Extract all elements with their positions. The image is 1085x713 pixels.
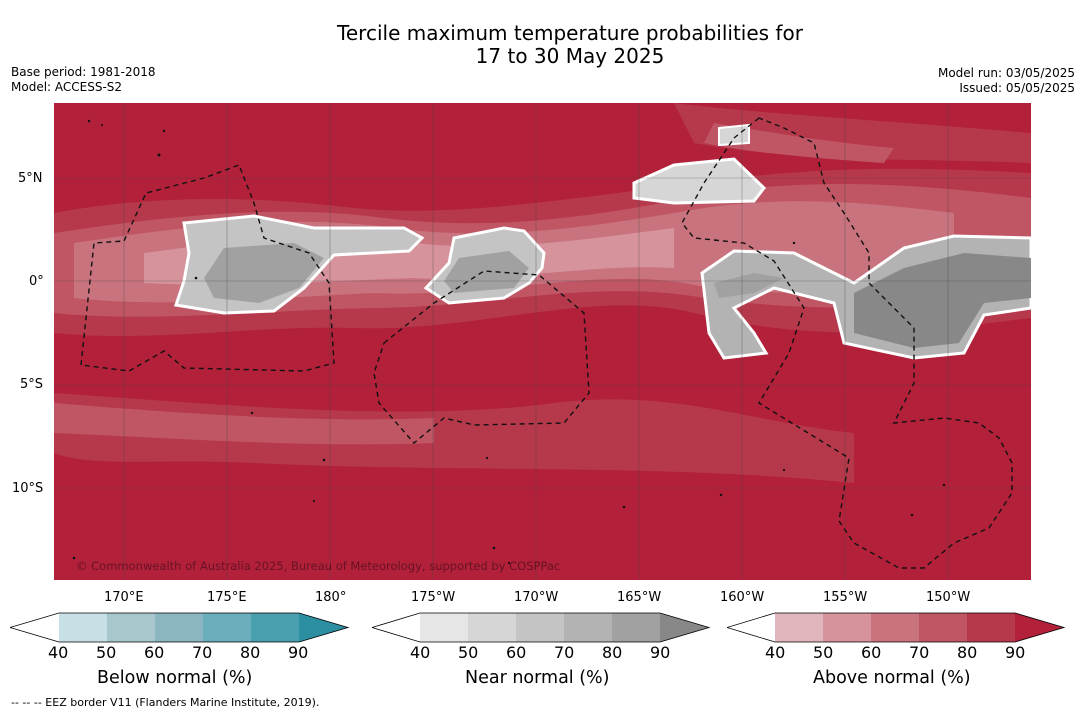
colorbar-below-outline — [10, 612, 350, 643]
metadata-left: Base period: 1981-2018 Model: ACCESS-S2 — [11, 65, 156, 95]
island-markers — [72, 119, 946, 565]
colorbar-tick: 60 — [506, 643, 527, 662]
colorbar-tick: 60 — [861, 643, 882, 662]
colorbar-above-segment — [823, 613, 871, 642]
lon-label: 150°W — [926, 590, 971, 605]
map-svg: © Commonwealth of Australia 2025, Bureau… — [54, 103, 1031, 580]
colorbar-above-outline — [727, 612, 1066, 643]
lon-label: 175°W — [411, 590, 456, 605]
base-period-text: Base period: 1981-2018 — [11, 65, 156, 79]
colorbar-below-segment — [107, 613, 155, 642]
issued-text: Issued: 05/05/2025 — [959, 81, 1075, 95]
page-title: Tercile maximum temperature probabilitie… — [0, 22, 1085, 68]
colorbar-tick: 80 — [957, 643, 978, 662]
colorbar-below-segment — [10, 613, 59, 642]
copyright-text: © Commonwealth of Australia 2025, Bureau… — [76, 559, 560, 573]
colorbar-near-segment — [516, 613, 564, 642]
colorbar-near-segment — [612, 613, 660, 642]
colorbar-near-segment — [564, 613, 612, 642]
colorbar-tick: 50 — [458, 643, 479, 662]
colorbar-tick: 80 — [602, 643, 623, 662]
colorbar-tick: 50 — [96, 643, 117, 662]
colorbar-tick: 40 — [48, 643, 69, 662]
colorbar-near-segment — [420, 613, 468, 642]
colorbar-below-segment — [299, 613, 348, 642]
colorbar-above-segment — [775, 613, 823, 642]
probability-map: © Commonwealth of Australia 2025, Bureau… — [54, 103, 1031, 580]
colorbar-near-segment — [372, 613, 420, 642]
lon-label: 180° — [315, 590, 347, 605]
lon-label: 160°W — [720, 590, 765, 605]
eez-footnote: -- -- -- EEZ border V11 (Flanders Marine… — [11, 696, 320, 709]
colorbar-tick: 70 — [192, 643, 213, 662]
title-line-1: Tercile maximum temperature probabilitie… — [337, 21, 803, 45]
colorbar-tick: 60 — [144, 643, 165, 662]
colorbar-above-segment — [871, 613, 919, 642]
title-line-2: 17 to 30 May 2025 — [475, 44, 665, 68]
colorbar-tick: 50 — [813, 643, 834, 662]
metadata-right: Model run: 03/05/2025 Issued: 05/05/2025 — [938, 66, 1075, 96]
colorbar-title-near: Near normal (%) — [465, 668, 610, 688]
colorbar-title-above: Above normal (%) — [813, 668, 971, 688]
colorbar-tick: 40 — [765, 643, 786, 662]
lon-label: 165°W — [617, 590, 662, 605]
eez-borders — [80, 117, 1013, 569]
colorbar-tick: 90 — [288, 643, 309, 662]
lon-label: 175°E — [207, 590, 247, 605]
lat-label: 0° — [29, 274, 44, 289]
colorbar-near-segment — [660, 613, 709, 642]
colorbar-title-below: Below normal (%) — [97, 668, 253, 688]
colorbar-tick: 70 — [554, 643, 575, 662]
colorbar-tick: 90 — [1005, 643, 1026, 662]
near-normal-regions — [174, 123, 1031, 360]
lon-label: 170°E — [104, 590, 144, 605]
colorbar-above-normal — [727, 612, 1066, 643]
colorbar-tick: 70 — [909, 643, 930, 662]
colorbar-tick: 40 — [410, 643, 431, 662]
colorbar-below-segment — [59, 613, 107, 642]
lon-label: 155°W — [823, 590, 868, 605]
lat-label: 10°S — [12, 481, 44, 496]
model-run-text: Model run: 03/05/2025 — [937, 66, 1075, 80]
graticule — [54, 103, 1031, 580]
lat-label: 5°S — [20, 377, 44, 392]
colorbar-below-segment — [155, 613, 203, 642]
colorbar-tick: 80 — [240, 643, 261, 662]
lat-label: 5°N — [18, 171, 43, 186]
colorbar-below-normal — [10, 612, 350, 643]
colorbar-near-segment — [468, 613, 516, 642]
colorbar-above-segment — [1015, 613, 1064, 642]
colorbar-above-segment — [919, 613, 967, 642]
colorbar-near-outline — [372, 612, 711, 643]
model-text: Model: ACCESS-S2 — [11, 80, 123, 94]
colorbar-below-segment — [251, 613, 299, 642]
colorbar-near-normal — [372, 612, 711, 643]
lon-label: 170°W — [514, 590, 559, 605]
colorbar-tick: 90 — [650, 643, 671, 662]
colorbar-below-segment — [203, 613, 251, 642]
colorbar-above-segment — [727, 613, 775, 642]
colorbar-above-segment — [967, 613, 1015, 642]
